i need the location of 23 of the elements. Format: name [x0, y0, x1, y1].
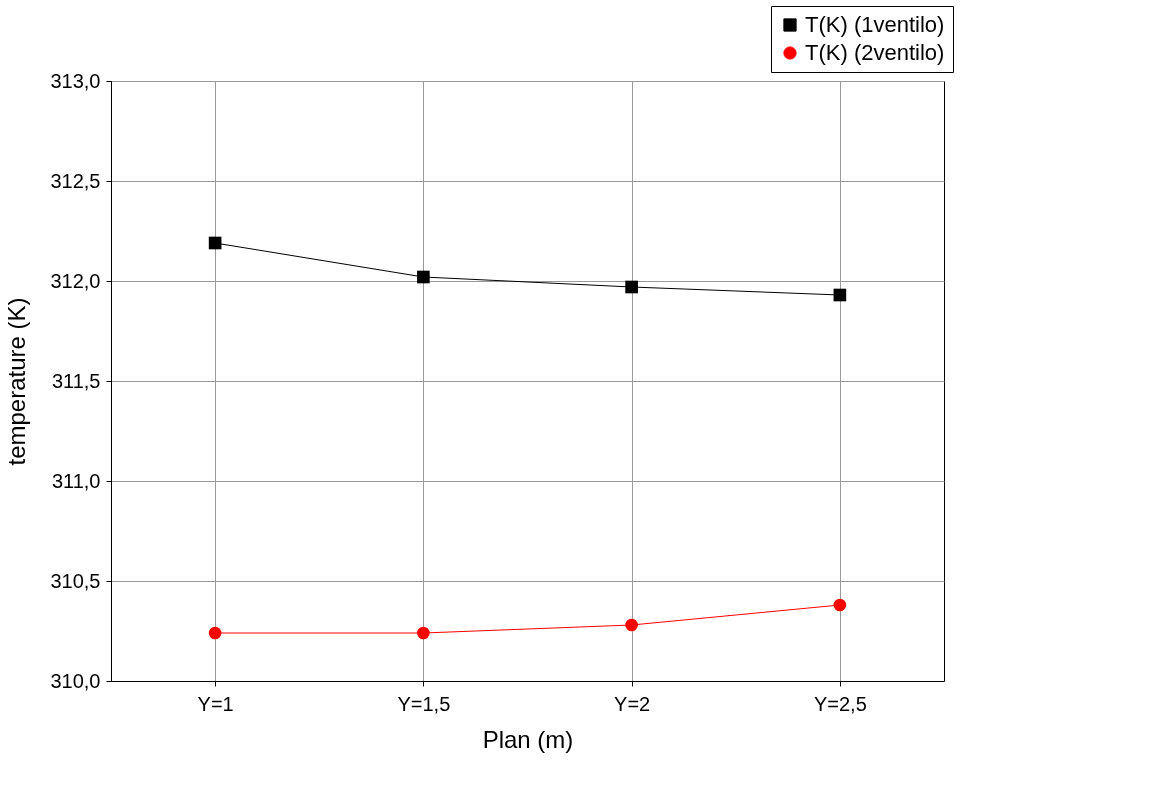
point — [417, 626, 430, 640]
y-tick-label: 312,5 — [50, 169, 101, 192]
y-tick-label: 312,0 — [50, 269, 101, 292]
legend-label: T(K) (2ventilo) — [805, 40, 945, 65]
point — [833, 598, 847, 612]
x-tick-label: Y=2 — [614, 692, 651, 715]
x-tick-label: Y=1,5 — [397, 692, 451, 715]
point — [208, 626, 222, 640]
y-tick-label: 310,0 — [50, 669, 101, 692]
point — [625, 280, 638, 294]
point — [833, 288, 847, 302]
y-tick-label: 311,5 — [51, 369, 101, 392]
point — [625, 618, 638, 632]
y-tick-label: 313,0 — [50, 69, 101, 92]
x-axis-title: Plan (m) — [482, 725, 574, 753]
x-tick-label: Y=2,5 — [813, 692, 867, 715]
legend-label: T(K) (1ventilo) — [805, 12, 945, 37]
x-tick-label: Y=1 — [197, 692, 234, 715]
point — [208, 236, 222, 250]
y-tick-label: 311,0 — [51, 469, 101, 492]
y-axis-title: temperature (K) — [3, 297, 31, 466]
point — [417, 270, 430, 284]
y-tick-label: 310,5 — [50, 569, 101, 592]
